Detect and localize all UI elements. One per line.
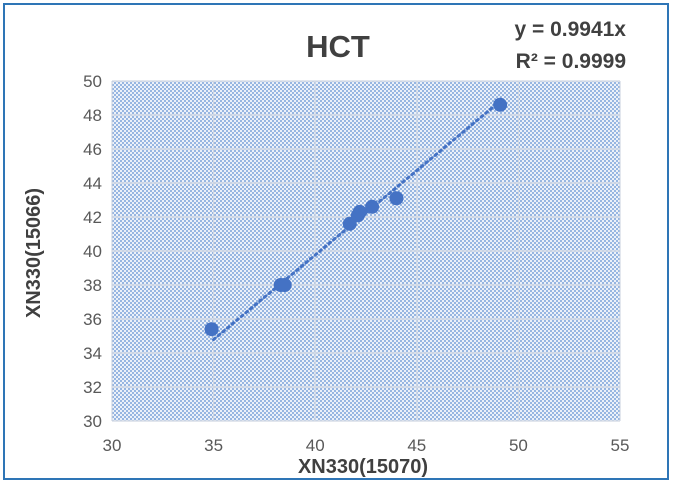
y-tick-label: 50: [83, 72, 102, 91]
gridlines: [111, 80, 621, 422]
data-point: [365, 199, 380, 214]
y-tick-label: 34: [83, 344, 102, 363]
data-point: [204, 322, 219, 337]
data-point: [389, 191, 404, 206]
y-tick-label: 30: [83, 412, 102, 431]
chart-title: HCT: [306, 29, 370, 64]
x-axis-ticks: 30 35 40 45 50 55: [103, 436, 630, 455]
data-point: [493, 97, 508, 112]
x-tick-label: 35: [204, 436, 223, 455]
y-axis-title: XN330(15066): [23, 188, 45, 318]
y-tick-label: 46: [83, 140, 102, 159]
x-tick-label: 40: [306, 436, 325, 455]
y-tick-label: 42: [83, 208, 102, 227]
y-axis-ticks: 30 32 34 36 38 40 42 44 46 48 50: [83, 72, 102, 431]
x-axis-title: XN330(15070): [298, 456, 428, 478]
x-tick-label: 30: [103, 436, 122, 455]
y-tick-label: 38: [83, 276, 102, 295]
y-tick-label: 44: [83, 174, 102, 193]
y-tick-label: 36: [83, 310, 102, 329]
y-tick-label: 48: [83, 106, 102, 125]
trendline-equation: y = 0.9941x: [514, 18, 626, 41]
trendline-r-squared: R² = 0.9999: [516, 50, 626, 73]
y-tick-label: 40: [83, 242, 102, 261]
x-tick-label: 55: [611, 436, 630, 455]
data-points: [204, 97, 508, 337]
y-tick-label: 32: [83, 378, 102, 397]
x-tick-label: 50: [509, 436, 528, 455]
x-tick-label: 45: [407, 436, 426, 455]
data-point: [277, 278, 292, 292]
data-point: [352, 204, 367, 219]
